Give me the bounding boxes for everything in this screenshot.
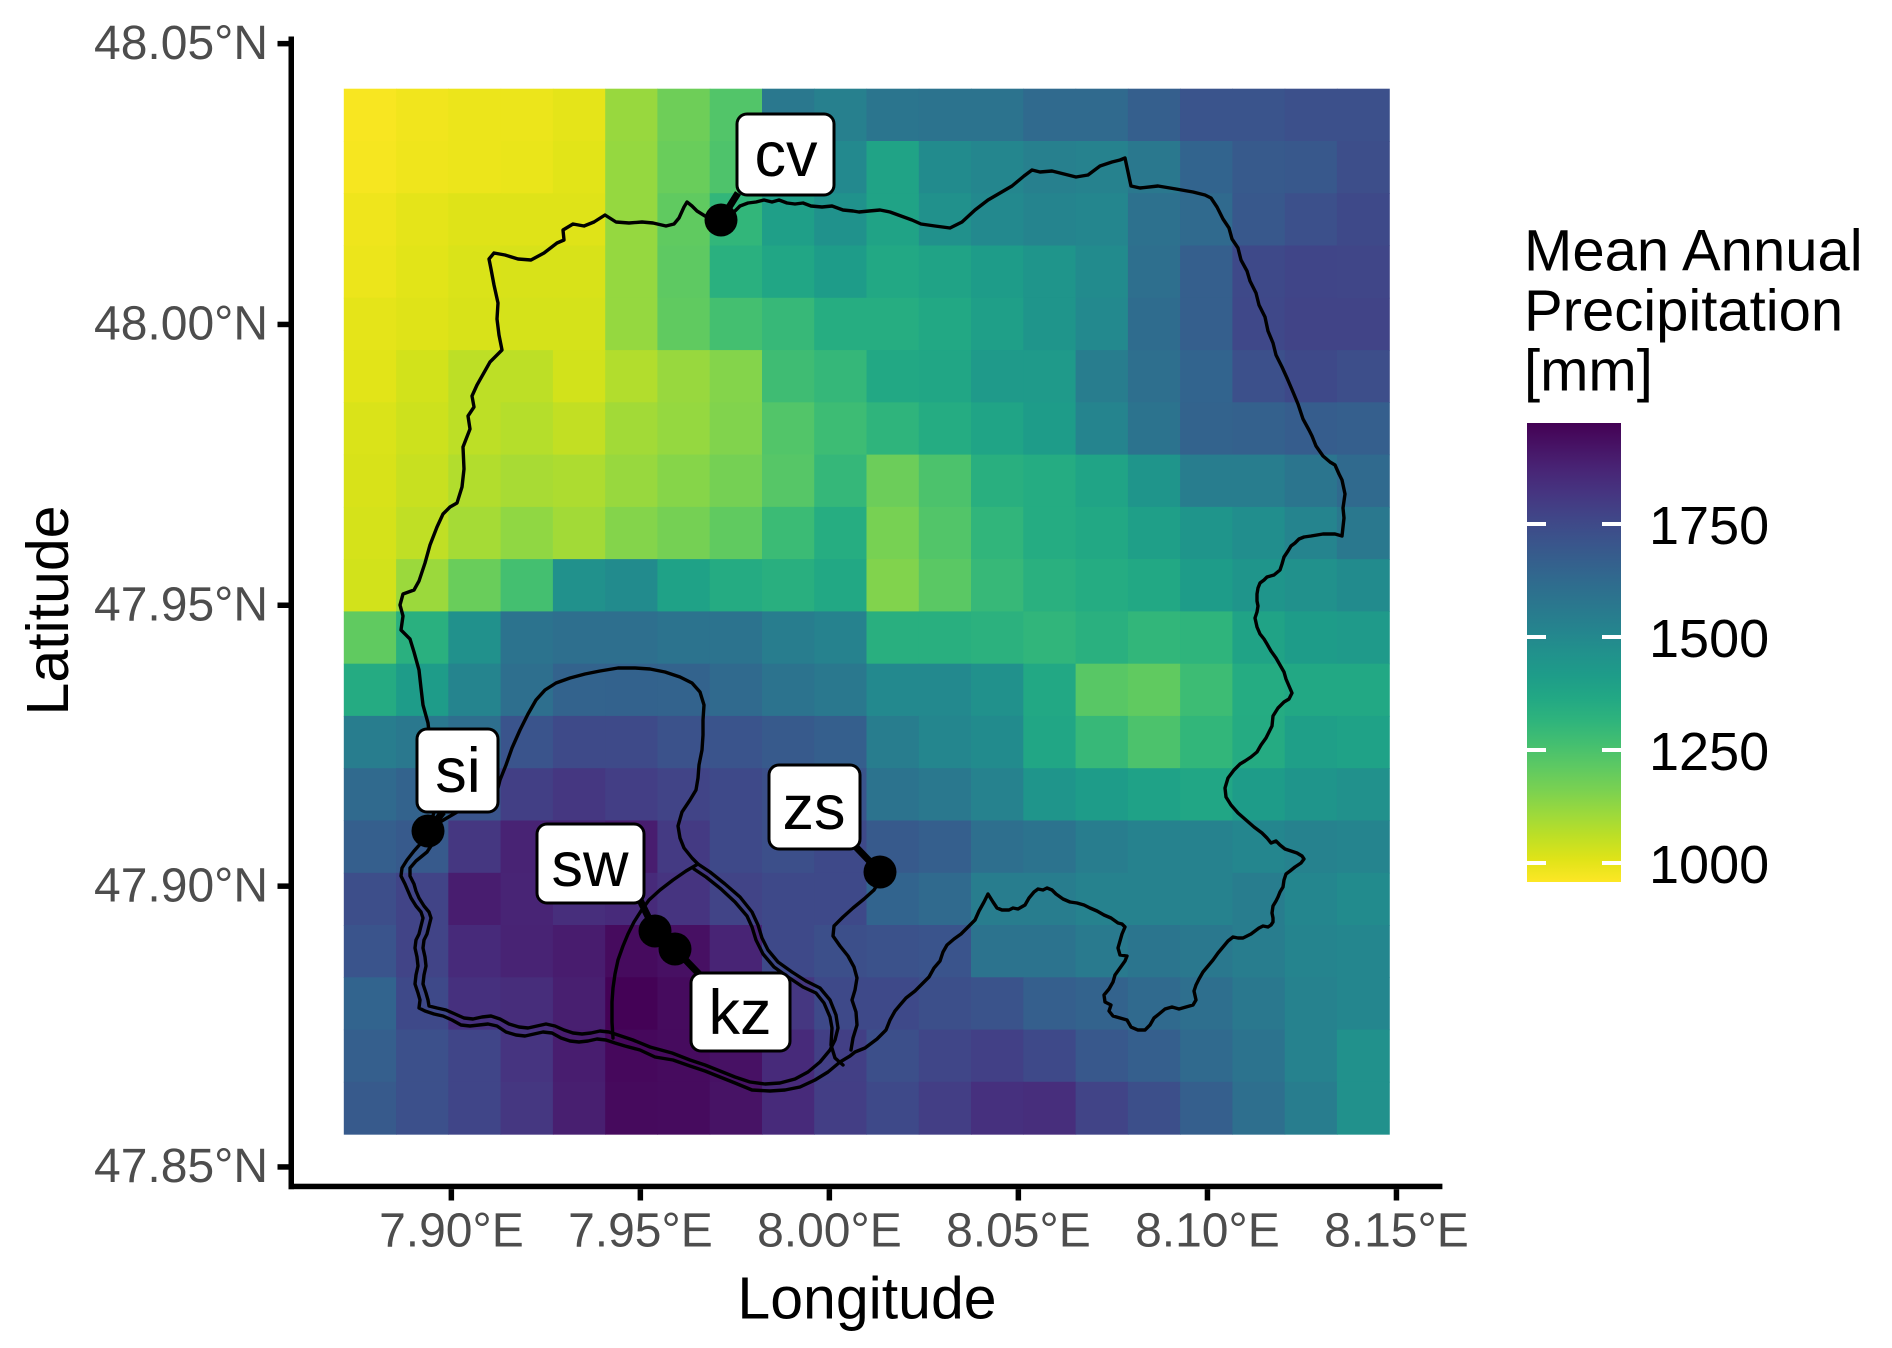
svg-text:1250: 1250 xyxy=(1649,722,1769,782)
svg-text:1500: 1500 xyxy=(1649,609,1769,669)
svg-text:1750: 1750 xyxy=(1649,496,1769,556)
svg-text:sw: sw xyxy=(552,830,630,900)
svg-text:48.00°N: 48.00°N xyxy=(94,298,268,351)
svg-text:8.10°E: 8.10°E xyxy=(1135,1205,1280,1258)
svg-text:cv: cv xyxy=(755,120,819,190)
svg-text:8.05°E: 8.05°E xyxy=(946,1205,1091,1258)
svg-text:Precipitation: Precipitation xyxy=(1524,279,1843,344)
svg-text:7.90°E: 7.90°E xyxy=(379,1205,524,1258)
svg-text:[mm]: [mm] xyxy=(1524,339,1653,404)
svg-text:47.90°N: 47.90°N xyxy=(94,859,268,912)
svg-text:7.95°E: 7.95°E xyxy=(568,1205,713,1258)
svg-text:si: si xyxy=(435,736,481,806)
svg-text:47.95°N: 47.95°N xyxy=(94,579,268,632)
svg-text:8.15°E: 8.15°E xyxy=(1324,1205,1469,1258)
svg-text:8.00°E: 8.00°E xyxy=(757,1205,902,1258)
svg-text:1000: 1000 xyxy=(1649,835,1769,895)
svg-text:Longitude: Longitude xyxy=(737,1266,996,1332)
svg-text:zs: zs xyxy=(783,773,846,843)
svg-text:Mean Annual: Mean Annual xyxy=(1524,219,1863,284)
svg-text:Latitude: Latitude xyxy=(15,506,81,716)
svg-text:48.05°N: 48.05°N xyxy=(94,17,268,70)
svg-text:47.85°N: 47.85°N xyxy=(94,1140,268,1193)
svg-text:kz: kz xyxy=(709,978,772,1048)
